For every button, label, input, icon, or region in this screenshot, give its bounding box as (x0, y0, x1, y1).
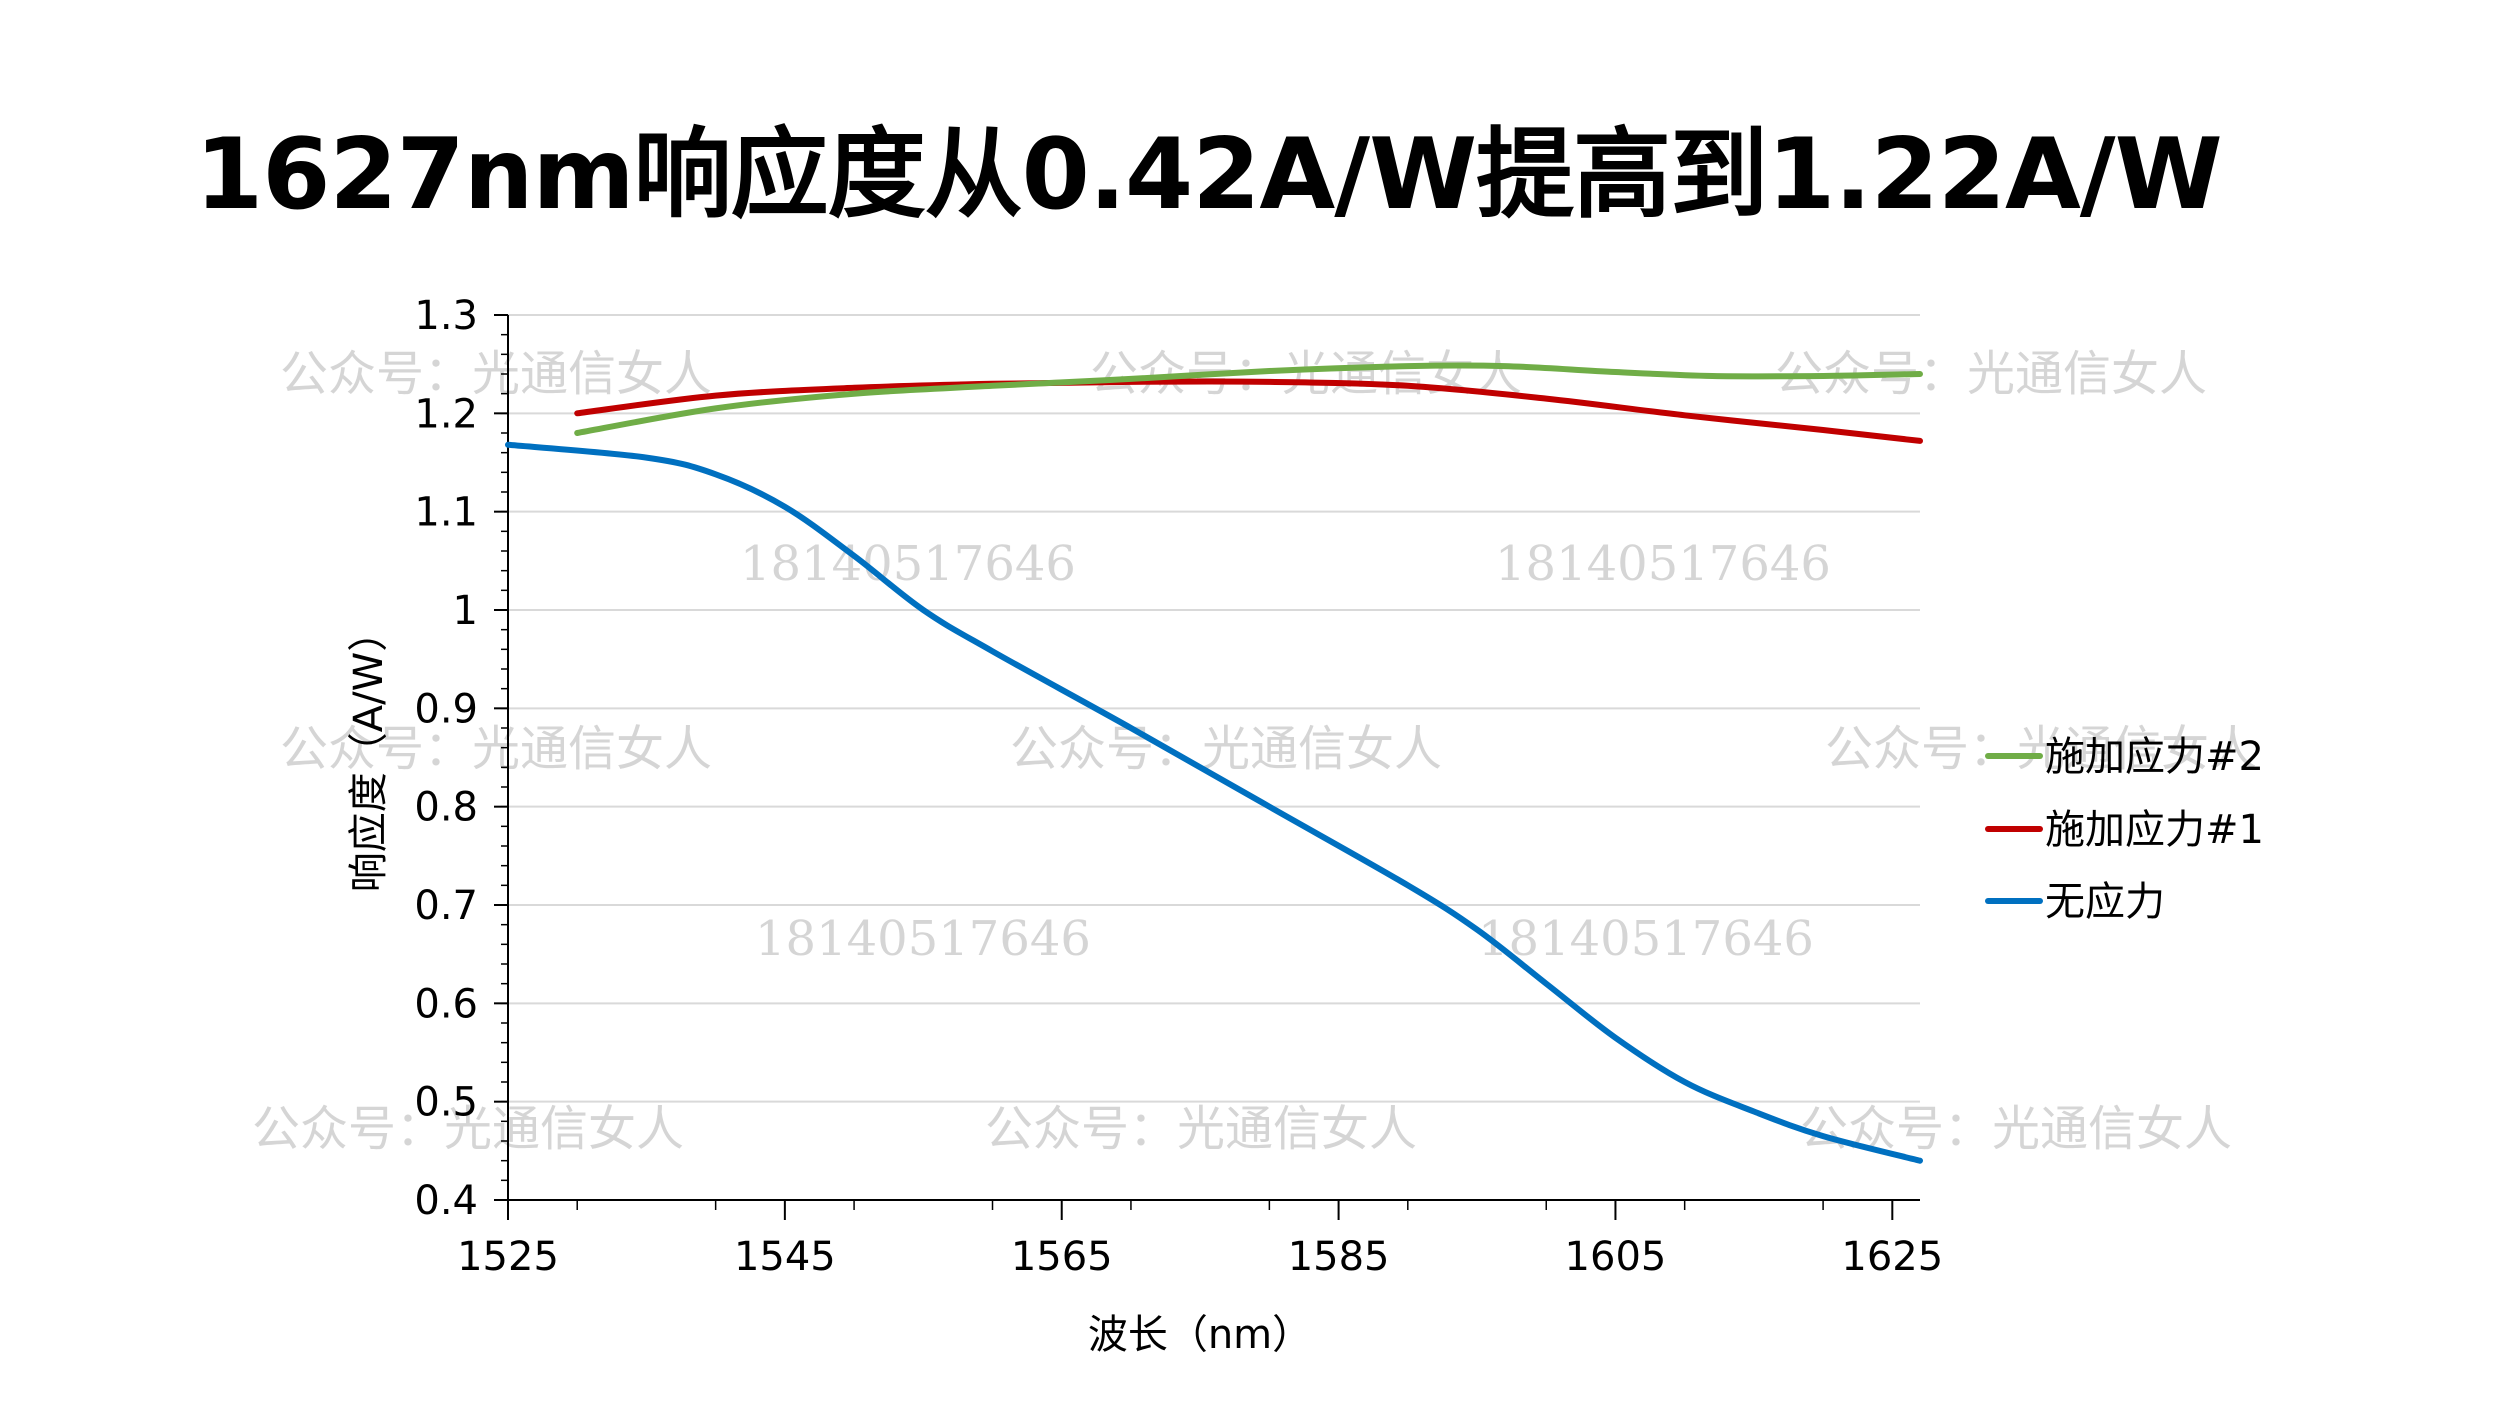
watermark-account: 公众号：光通信女人 (280, 346, 712, 402)
y-axis-title: 响应度（A/W） (346, 612, 392, 892)
y-tick-label: 0.9 (414, 686, 478, 732)
legend-label-stress2: 施加应力#2 (2045, 734, 2264, 780)
gridlines (508, 314, 1920, 1103)
y-tick-label: 0.6 (414, 981, 478, 1027)
series-line-stress2 (574, 362, 1923, 436)
watermark-phone: 18140517646 (755, 911, 1091, 967)
watermark-account: 公众号：光通信女人 (985, 1101, 1417, 1157)
watermark-phone: 18140517646 (740, 536, 1076, 592)
x-tick-label: 1525 (457, 1234, 559, 1280)
watermark-phone: 18140517646 (1495, 536, 1831, 592)
watermark-account: 公众号：光通信女人 (1010, 721, 1442, 777)
y-tick-label: 0.4 (414, 1178, 478, 1224)
watermark-account: 公众号：光通信女人 (1090, 346, 1522, 402)
y-tick-label: 1.3 (414, 293, 478, 339)
x-axis-title: 波长（nm） (1088, 1312, 1312, 1358)
watermark-layer: 公众号：光通信女人 公众号：光通信女人 公众号：光通信女人 1814051764… (252, 346, 2257, 1157)
series-lines (505, 362, 1923, 1164)
x-tick-label: 1585 (1288, 1234, 1390, 1280)
legend-label-stress1: 施加应力#1 (2045, 807, 2264, 853)
y-tick-label: 1.2 (414, 391, 478, 437)
slide-title: 1627nm响应度从0.42A/W提高到1.22A/W (195, 118, 2223, 232)
y-tick-label: 0.7 (414, 883, 478, 929)
y-tick-label: 1 (453, 588, 478, 634)
series-line-nostress (505, 441, 1923, 1164)
legend-label-nostress: 无应力 (2045, 879, 2165, 925)
watermark-phone: 18140517646 (1478, 911, 1814, 967)
x-tick-label: 1605 (1565, 1234, 1667, 1280)
watermark-account: 公众号：光通信女人 (252, 1101, 684, 1157)
legend: 施加应力#2 施加应力#1 无应力 (1985, 734, 2264, 925)
y-tick-label: 1.1 (414, 490, 478, 536)
x-tick-label: 1625 (1841, 1234, 1943, 1280)
series-line-stress1 (574, 378, 1923, 444)
y-tick-label: 0.5 (414, 1080, 478, 1126)
x-tick-label: 1545 (734, 1234, 836, 1280)
watermark-account: 公众号：光通信女人 (280, 721, 712, 777)
x-tick-label: 1565 (1011, 1234, 1113, 1280)
axes: 0.4 0.5 0.6 0.7 0.8 0.9 1 1.1 1.2 1.3 1525 1545 1565… (414, 293, 1943, 1280)
watermark-account: 公众号：光通信女人 (1825, 721, 2257, 777)
y-tick-label: 0.8 (414, 785, 478, 831)
